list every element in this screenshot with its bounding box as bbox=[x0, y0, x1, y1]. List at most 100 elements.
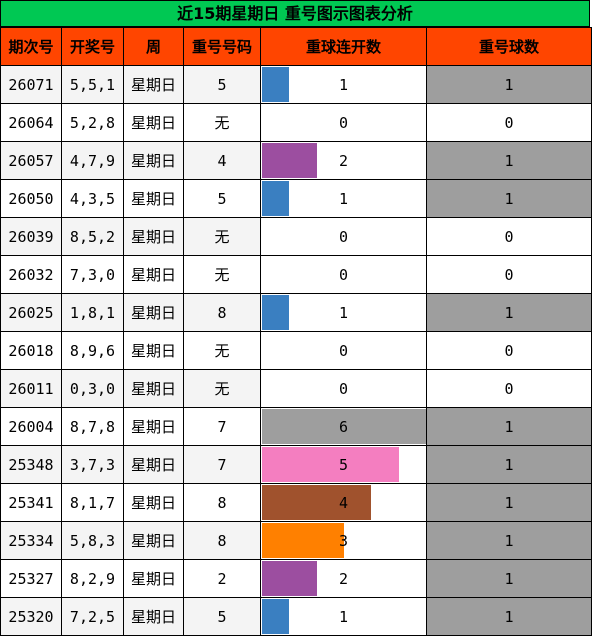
streak-cell: 1 bbox=[260, 293, 427, 332]
streak-cell: 1 bbox=[260, 179, 427, 218]
table-row: 26064 5,2,8 星期日无 0 0 bbox=[0, 103, 592, 142]
count-cell: 1 bbox=[426, 597, 592, 636]
streak-cell: 6 bbox=[260, 407, 427, 446]
table-row: 26025 1,8,1 星期日 8 1 1 bbox=[0, 293, 592, 332]
draw-cell: 8,7,8 bbox=[61, 407, 124, 446]
issue-cell: 26064 bbox=[0, 103, 62, 142]
issue-cell: 26071 bbox=[0, 65, 62, 104]
streak-value: 1 bbox=[338, 303, 349, 322]
streak-value: 5 bbox=[338, 455, 349, 474]
draw-cell: 4,7,9 bbox=[61, 141, 124, 180]
table-row: 25320 7,2,5 星期日 5 1 1 bbox=[0, 597, 592, 636]
streak-cell: 1 bbox=[260, 597, 427, 636]
streak-bar bbox=[262, 599, 289, 634]
count-cell: 0 bbox=[426, 369, 592, 408]
repeat-cell: 无 bbox=[183, 103, 261, 142]
streak-bar bbox=[262, 523, 344, 558]
week-cell: 星期日 bbox=[123, 369, 184, 408]
issue-cell: 26050 bbox=[0, 179, 62, 218]
table-row: 25341 8,1,7 星期日 8 4 1 bbox=[0, 483, 592, 522]
issue-cell: 25334 bbox=[0, 521, 62, 560]
week-cell: 星期日 bbox=[123, 483, 184, 522]
count-cell: 0 bbox=[426, 217, 592, 256]
streak-cell: 0 bbox=[260, 103, 427, 142]
count-cell: 1 bbox=[426, 141, 592, 180]
header-repeat: 重号号码 bbox=[183, 27, 261, 66]
week-cell: 星期日 bbox=[123, 141, 184, 180]
header-draw: 开奖号 bbox=[61, 27, 124, 66]
repeat-cell: 无 bbox=[183, 369, 261, 408]
streak-cell: 2 bbox=[260, 559, 427, 598]
repeat-cell: 8 bbox=[183, 293, 261, 332]
week-cell: 星期日 bbox=[123, 521, 184, 560]
count-cell: 1 bbox=[426, 445, 592, 484]
header-week: 周 bbox=[123, 27, 184, 66]
count-cell: 1 bbox=[426, 521, 592, 560]
header-issue: 期次号 bbox=[0, 27, 62, 66]
draw-cell: 1,8,1 bbox=[61, 293, 124, 332]
streak-value: 4 bbox=[338, 493, 349, 512]
draw-cell: 5,5,1 bbox=[61, 65, 124, 104]
streak-value: 1 bbox=[338, 189, 349, 208]
streak-bar bbox=[262, 409, 426, 444]
week-cell: 星期日 bbox=[123, 445, 184, 484]
table-row: 25327 8,2,9 星期日 2 2 1 bbox=[0, 559, 592, 598]
repeat-cell: 7 bbox=[183, 407, 261, 446]
draw-cell: 5,8,3 bbox=[61, 521, 124, 560]
streak-bar bbox=[262, 295, 289, 330]
week-cell: 星期日 bbox=[123, 407, 184, 446]
issue-cell: 26025 bbox=[0, 293, 62, 332]
issue-cell: 26011 bbox=[0, 369, 62, 408]
table-row: 25348 3,7,3 星期日 7 5 1 bbox=[0, 445, 592, 484]
table-row: 26039 8,5,2 星期日无 0 0 bbox=[0, 217, 592, 256]
streak-bar bbox=[262, 447, 399, 482]
draw-cell: 4,3,5 bbox=[61, 179, 124, 218]
issue-cell: 26057 bbox=[0, 141, 62, 180]
table-row: 26071 5,5,1 星期日 5 1 1 bbox=[0, 65, 592, 104]
week-cell: 星期日 bbox=[123, 559, 184, 598]
week-cell: 星期日 bbox=[123, 65, 184, 104]
streak-value: 0 bbox=[338, 379, 349, 398]
streak-value: 2 bbox=[338, 569, 349, 588]
streak-value: 0 bbox=[338, 341, 349, 360]
week-cell: 星期日 bbox=[123, 293, 184, 332]
count-cell: 0 bbox=[426, 103, 592, 142]
repeat-table: 期次号 开奖号 周 重号号码 重球连开数 重号球数 26071 5,5,1 星期日 5… bbox=[0, 27, 592, 636]
issue-cell: 25327 bbox=[0, 559, 62, 598]
repeat-cell: 8 bbox=[183, 521, 261, 560]
repeat-cell: 无 bbox=[183, 255, 261, 294]
streak-value: 0 bbox=[338, 265, 349, 284]
week-cell: 星期日 bbox=[123, 255, 184, 294]
table-body: 26071 5,5,1 星期日 5 1 1 26064 5,2,8 星期日无 0 0 26057 4,7… bbox=[0, 65, 592, 636]
issue-cell: 26032 bbox=[0, 255, 62, 294]
issue-cell: 25341 bbox=[0, 483, 62, 522]
streak-value: 2 bbox=[338, 151, 349, 170]
streak-bar bbox=[262, 561, 317, 596]
table-row: 25334 5,8,3 星期日 8 3 1 bbox=[0, 521, 592, 560]
table-row: 26057 4,7,9 星期日 4 2 1 bbox=[0, 141, 592, 180]
table-row: 26032 7,3,0 星期日无 0 0 bbox=[0, 255, 592, 294]
week-cell: 星期日 bbox=[123, 217, 184, 256]
streak-cell: 3 bbox=[260, 521, 427, 560]
repeat-cell: 无 bbox=[183, 217, 261, 256]
count-cell: 1 bbox=[426, 483, 592, 522]
streak-value: 0 bbox=[338, 113, 349, 132]
streak-value: 3 bbox=[338, 531, 349, 550]
streak-value: 1 bbox=[338, 607, 349, 626]
streak-cell: 0 bbox=[260, 369, 427, 408]
repeat-cell: 4 bbox=[183, 141, 261, 180]
table-row: 26018 8,9,6 星期日无 0 0 bbox=[0, 331, 592, 370]
streak-value: 6 bbox=[338, 417, 349, 436]
count-cell: 1 bbox=[426, 407, 592, 446]
chart-title: 近15期星期日 重号图示图表分析 bbox=[0, 0, 590, 27]
draw-cell: 8,2,9 bbox=[61, 559, 124, 598]
streak-bar bbox=[262, 181, 289, 216]
table-row: 26011 0,3,0 星期日无 0 0 bbox=[0, 369, 592, 408]
count-cell: 0 bbox=[426, 255, 592, 294]
count-cell: 1 bbox=[426, 293, 592, 332]
issue-cell: 26004 bbox=[0, 407, 62, 446]
repeat-cell: 5 bbox=[183, 179, 261, 218]
repeat-cell: 7 bbox=[183, 445, 261, 484]
draw-cell: 7,3,0 bbox=[61, 255, 124, 294]
